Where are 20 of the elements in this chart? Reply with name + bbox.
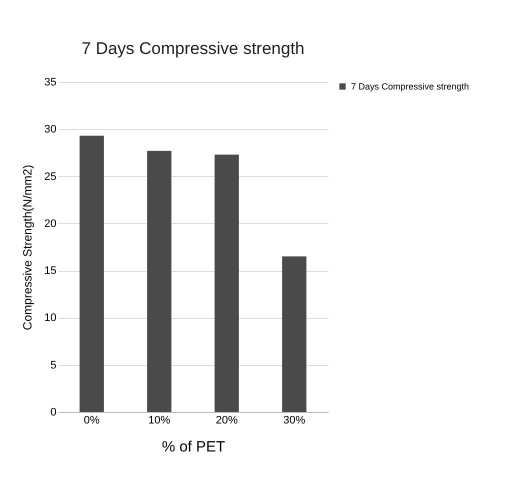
x-tick-label: 20%: [216, 414, 238, 426]
y-tick-label: 30: [44, 124, 56, 136]
x-tick-label: 30%: [283, 414, 306, 426]
bar: [80, 136, 104, 412]
bar: [147, 150, 172, 412]
y-tick-label: 10: [44, 312, 56, 324]
x-axis-title: % of PET: [162, 438, 226, 456]
x-tick-label: 0%: [84, 414, 100, 426]
y-tick-label: 25: [44, 170, 56, 183]
y-tick-label: 0: [50, 406, 56, 418]
y-tick-label: 35: [44, 76, 56, 88]
y-axis-title: Compressive Strength(N/mm2): [20, 164, 34, 330]
y-tick-label: 5: [50, 359, 56, 372]
y-tick-label: 20: [44, 218, 56, 230]
chart-title: 7 Days Compressive strength: [82, 39, 304, 58]
x-tick-label: 10%: [148, 414, 170, 426]
bar: [214, 154, 239, 412]
y-tick-label: 15: [44, 265, 56, 278]
bar: [282, 256, 306, 412]
legend-label: 7 Days Compressive strength: [351, 82, 470, 92]
